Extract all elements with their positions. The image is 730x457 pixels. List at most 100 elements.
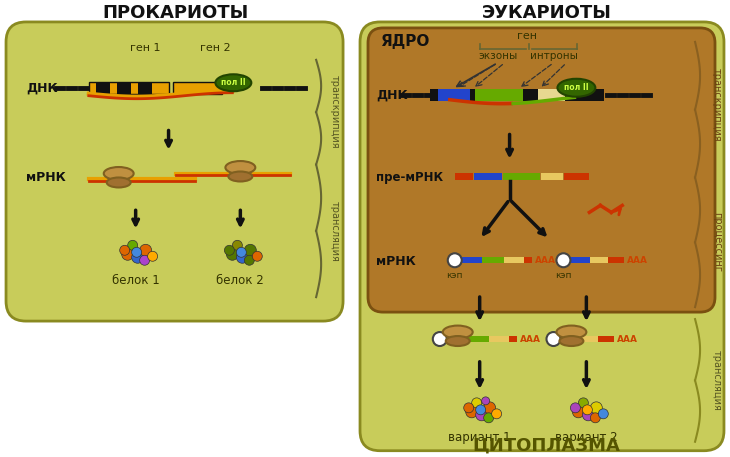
Text: трансляция: трансляция — [330, 201, 340, 262]
Text: ЯДРО: ЯДРО — [380, 34, 429, 49]
Circle shape — [120, 245, 130, 255]
Text: белок 1: белок 1 — [112, 274, 160, 287]
Bar — [430, 89, 604, 101]
Bar — [523, 257, 531, 263]
Circle shape — [245, 244, 256, 256]
Circle shape — [433, 332, 447, 346]
Text: транскрипция: транскрипция — [330, 75, 340, 149]
Circle shape — [547, 332, 561, 346]
Circle shape — [482, 397, 490, 405]
Circle shape — [139, 244, 152, 256]
Bar — [466, 336, 488, 342]
Bar — [474, 89, 523, 101]
Bar — [172, 82, 223, 94]
Text: интроны: интроны — [529, 51, 577, 61]
Circle shape — [147, 251, 158, 261]
Bar — [564, 172, 589, 181]
Circle shape — [464, 403, 474, 413]
Circle shape — [572, 406, 585, 418]
Bar — [599, 336, 614, 342]
Circle shape — [139, 255, 150, 265]
Circle shape — [476, 409, 488, 421]
Circle shape — [472, 398, 482, 408]
Bar — [138, 82, 152, 94]
Ellipse shape — [556, 325, 586, 339]
Text: транскрипция: транскрипция — [712, 68, 722, 142]
FancyBboxPatch shape — [6, 22, 343, 321]
Text: вариант 2: вариант 2 — [555, 431, 618, 444]
Text: процессинг: процессинг — [712, 213, 722, 272]
Text: белок 2: белок 2 — [217, 274, 264, 287]
Circle shape — [122, 248, 134, 260]
Bar — [580, 336, 599, 342]
Circle shape — [253, 251, 262, 261]
Circle shape — [245, 255, 254, 265]
Ellipse shape — [226, 161, 255, 174]
Text: мРНК: мРНК — [26, 171, 66, 184]
Text: мРНК: мРНК — [376, 255, 415, 268]
Ellipse shape — [443, 325, 473, 339]
Text: пол II: пол II — [221, 78, 246, 87]
Ellipse shape — [558, 79, 596, 97]
Circle shape — [232, 240, 242, 250]
Circle shape — [556, 253, 570, 267]
Bar — [482, 257, 504, 263]
Text: ААА: ААА — [627, 256, 648, 265]
Ellipse shape — [446, 336, 469, 346]
Bar — [504, 257, 523, 263]
Circle shape — [237, 247, 246, 257]
Bar — [96, 82, 110, 94]
Circle shape — [591, 402, 602, 414]
Text: ААА: ААА — [618, 335, 638, 344]
Ellipse shape — [107, 177, 131, 187]
Bar — [438, 89, 469, 101]
Bar — [561, 336, 580, 342]
Text: ПРОКАРИОТЫ: ПРОКАРИОТЫ — [102, 4, 249, 22]
Circle shape — [599, 409, 608, 419]
Circle shape — [583, 405, 592, 415]
Text: ДНК: ДНК — [26, 81, 58, 94]
Circle shape — [578, 398, 588, 408]
Ellipse shape — [215, 74, 251, 91]
Circle shape — [131, 247, 142, 257]
Ellipse shape — [559, 336, 583, 346]
Text: ген 2: ген 2 — [200, 43, 231, 53]
Circle shape — [224, 245, 234, 255]
Text: ген: ген — [517, 31, 537, 41]
Text: ДНК: ДНК — [376, 88, 407, 101]
Text: пол II: пол II — [564, 83, 588, 92]
Circle shape — [237, 251, 248, 263]
Circle shape — [570, 403, 580, 413]
Circle shape — [591, 413, 600, 423]
Bar — [455, 172, 473, 181]
Bar — [474, 172, 502, 181]
Circle shape — [491, 409, 502, 419]
Circle shape — [466, 406, 477, 418]
Circle shape — [447, 253, 461, 267]
Ellipse shape — [104, 167, 134, 180]
Circle shape — [226, 248, 239, 260]
Bar — [461, 257, 482, 263]
Bar — [537, 89, 566, 101]
Bar — [503, 172, 540, 181]
Text: экзоны: экзоны — [478, 51, 518, 61]
Bar — [570, 257, 591, 263]
Circle shape — [583, 409, 594, 421]
Circle shape — [131, 251, 144, 263]
Bar — [89, 82, 169, 94]
Bar — [488, 336, 509, 342]
Text: вариант 1: вариант 1 — [448, 431, 511, 444]
Text: кэп: кэп — [447, 271, 463, 280]
Bar — [591, 257, 608, 263]
Bar — [608, 257, 624, 263]
Text: трансляция: трансляция — [712, 351, 722, 411]
Bar — [509, 336, 517, 342]
Circle shape — [476, 405, 485, 415]
Bar — [447, 336, 466, 342]
Circle shape — [128, 240, 138, 250]
Text: ЭУКАРИОТЫ: ЭУКАРИОТЫ — [482, 4, 612, 22]
Text: ААА: ААА — [534, 256, 556, 265]
Ellipse shape — [228, 171, 253, 181]
Circle shape — [484, 402, 496, 414]
FancyBboxPatch shape — [368, 28, 715, 312]
